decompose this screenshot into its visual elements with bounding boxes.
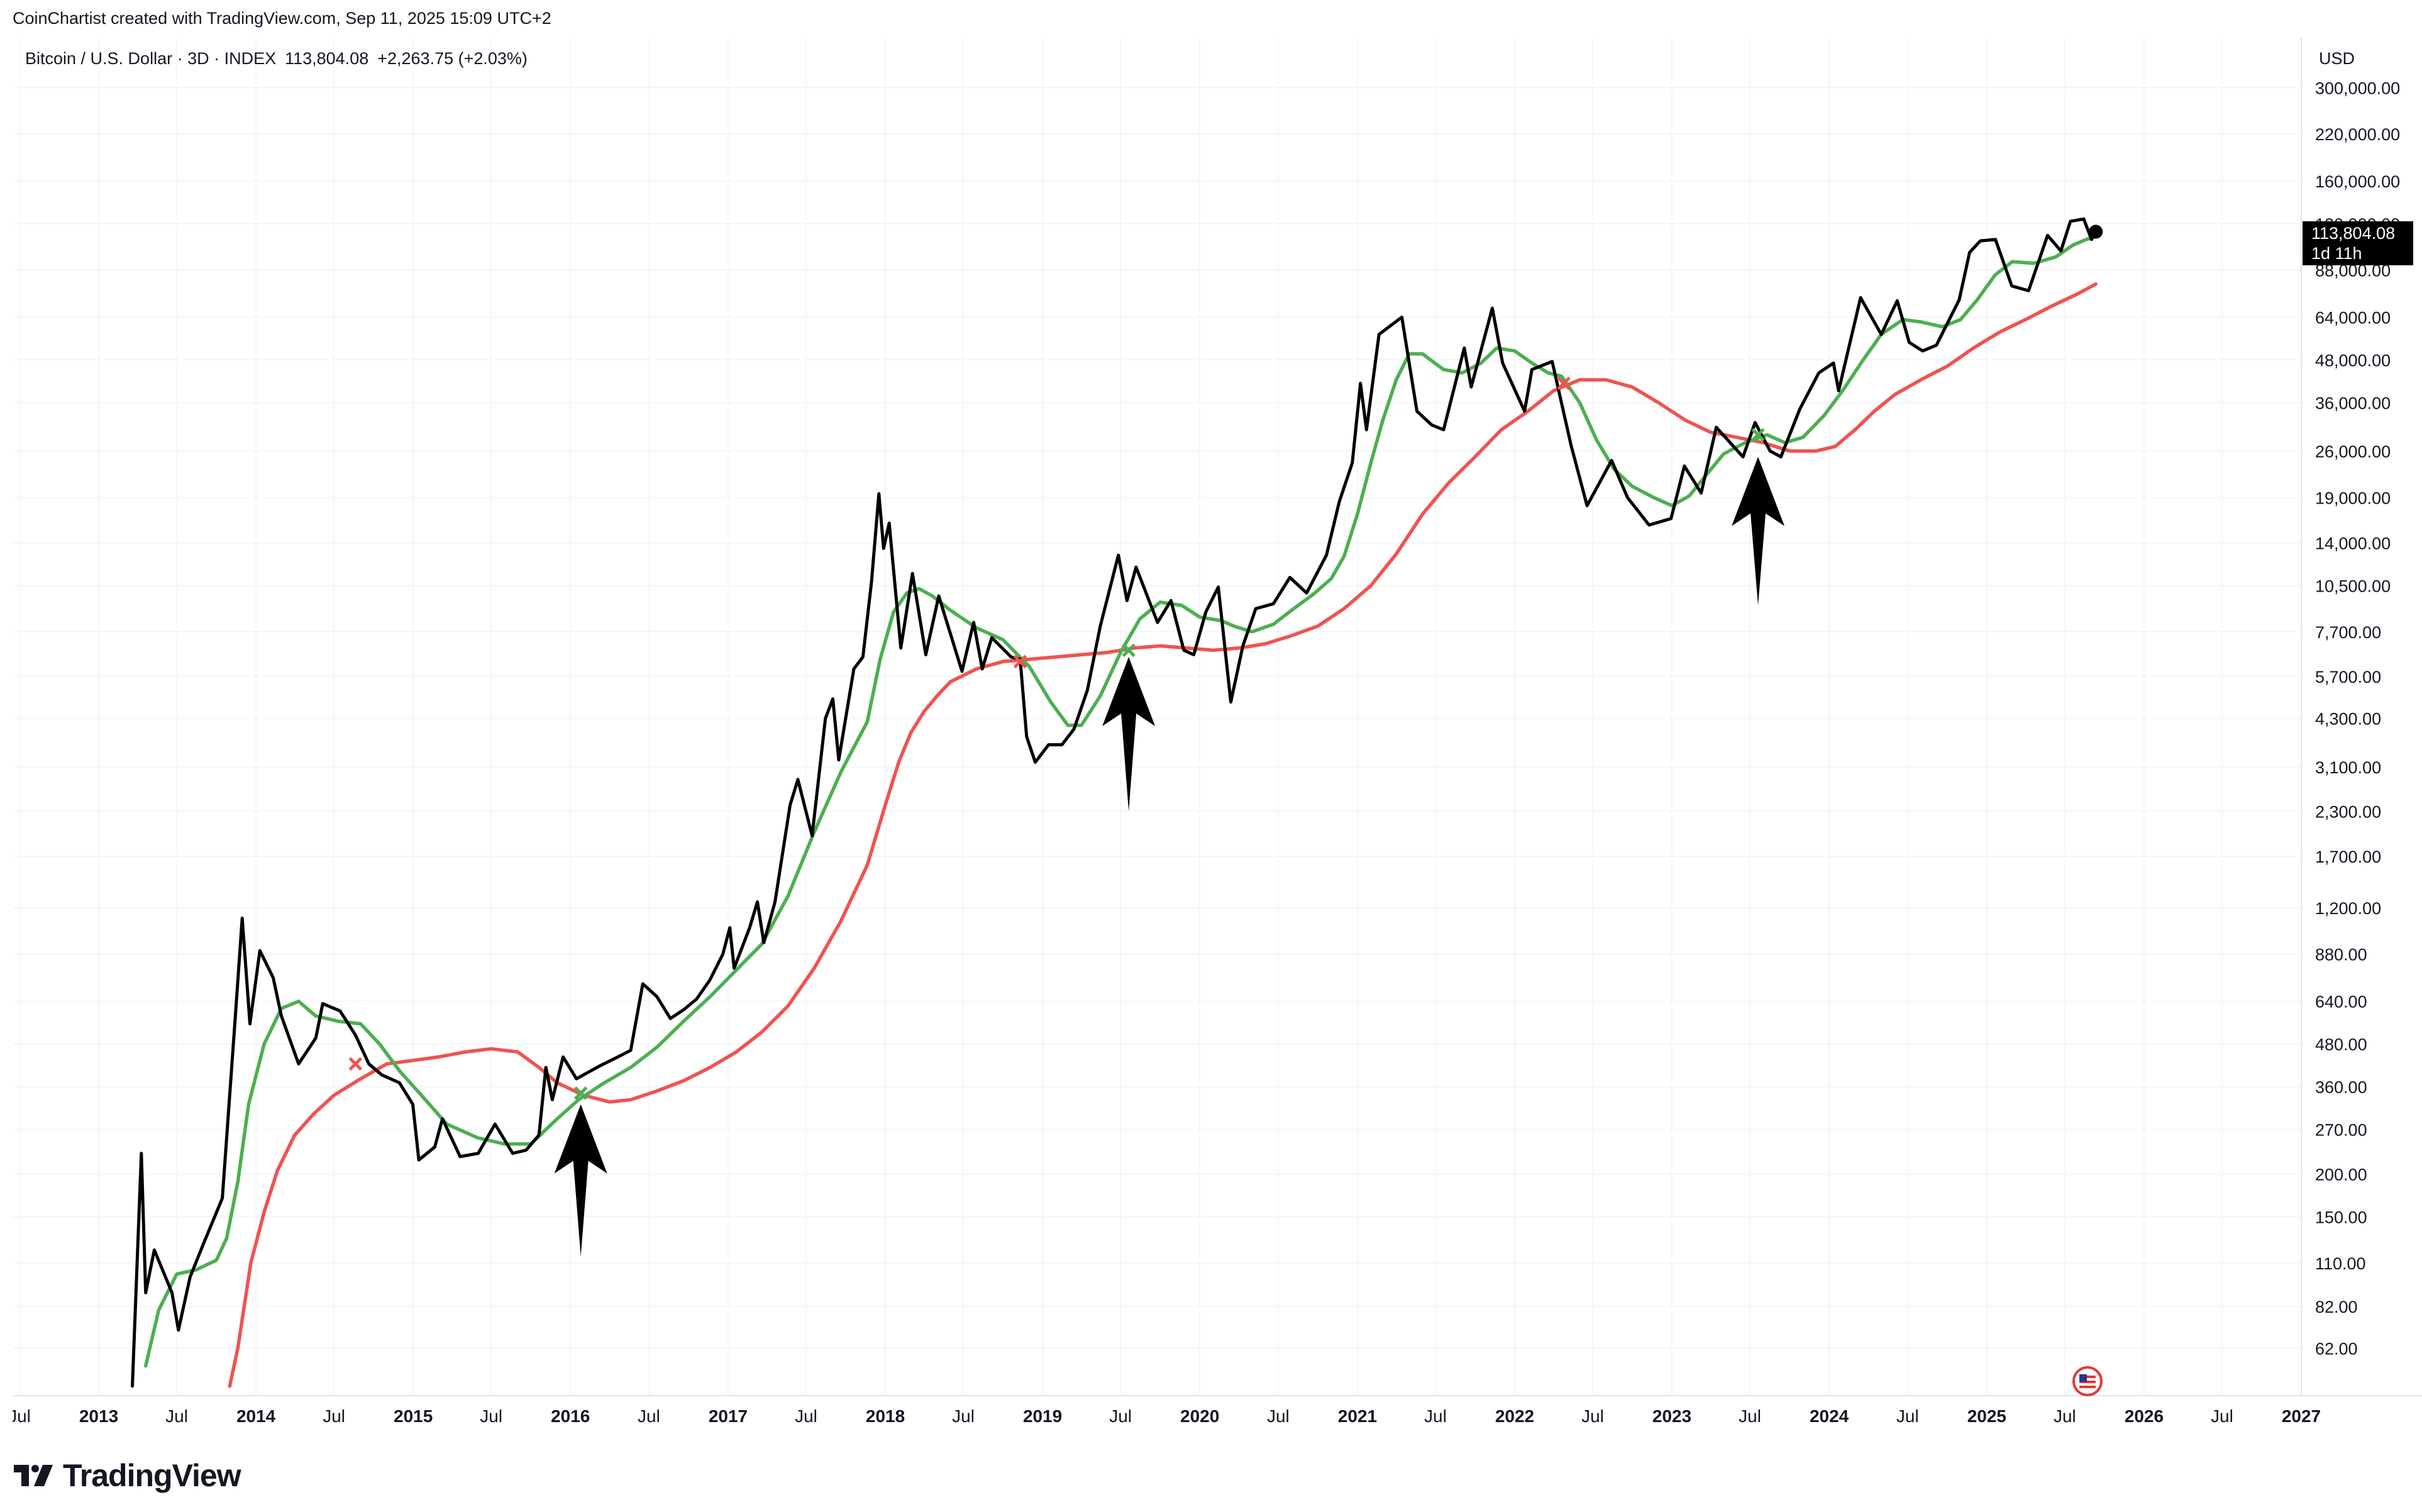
price-line bbox=[131, 217, 2098, 1388]
time-tick-label: Jul bbox=[638, 1406, 660, 1426]
up-arrow-annotation bbox=[1102, 656, 1156, 812]
price-tick-label: 300,000.00 bbox=[2315, 79, 2400, 98]
price-tick-label: 26,000.00 bbox=[2315, 442, 2391, 461]
price-tick-label: 640.00 bbox=[2315, 993, 2367, 1012]
price-tick-label: 270.00 bbox=[2315, 1121, 2367, 1140]
crossover-marker bbox=[1122, 643, 1136, 658]
price-tick-label: 200.00 bbox=[2315, 1166, 2367, 1184]
price-tick-label: 160,000.00 bbox=[2315, 172, 2400, 191]
fast-ma-line bbox=[143, 235, 2098, 1368]
chart-credit: CoinChartist created with TradingView.co… bbox=[13, 9, 551, 28]
price-tick-label: 64,000.00 bbox=[2315, 309, 2391, 328]
time-tick-label: 2016 bbox=[551, 1406, 590, 1426]
price-tick-label: 1,200.00 bbox=[2315, 899, 2381, 918]
price-tick-label: 36,000.00 bbox=[2315, 394, 2391, 412]
time-tick-label: 2018 bbox=[866, 1406, 905, 1426]
time-tick-label: 2026 bbox=[2125, 1406, 2164, 1426]
price-tick-label: 19,000.00 bbox=[2315, 489, 2391, 508]
crossover-markers bbox=[348, 377, 1765, 1100]
time-tick-label: Jul bbox=[1267, 1406, 1290, 1426]
last-price-dot bbox=[2089, 224, 2103, 239]
time-tick-label: Jul bbox=[1109, 1406, 1132, 1426]
time-tick-label: Jul bbox=[952, 1406, 975, 1426]
price-tick-label: 48,000.00 bbox=[2315, 351, 2391, 370]
price-tick-label: 7,700.00 bbox=[2315, 623, 2381, 642]
price-tick-label: 10,500.00 bbox=[2315, 577, 2391, 596]
time-tick-label: 2027 bbox=[2282, 1406, 2321, 1426]
time-tick-label: Jul bbox=[1896, 1406, 1919, 1426]
time-tick-label: 2015 bbox=[394, 1406, 433, 1426]
time-tick-label: Jul bbox=[165, 1406, 188, 1426]
price-tick-label: 220,000.00 bbox=[2315, 125, 2400, 144]
grid-lines bbox=[13, 38, 2302, 1396]
time-tick-label: 2024 bbox=[1810, 1406, 1849, 1426]
price-tick-label: 82.00 bbox=[2315, 1298, 2358, 1316]
time-tick-label: Jul bbox=[480, 1406, 502, 1426]
currency-label: USD bbox=[2319, 49, 2355, 68]
price-change: +2,263.75 (+2.03%) bbox=[377, 49, 528, 68]
time-tick-label: 2013 bbox=[79, 1406, 118, 1426]
symbol-name: Bitcoin / U.S. Dollar · 3D · INDEX bbox=[25, 49, 277, 68]
price-tick-label: 1,700.00 bbox=[2315, 847, 2381, 866]
time-tick-label: Jul bbox=[795, 1406, 817, 1426]
price-tick-label: 480.00 bbox=[2315, 1035, 2367, 1054]
time-tick-label: Jul bbox=[1424, 1406, 1447, 1426]
plot-lines bbox=[131, 217, 2103, 1388]
slow-ma-line bbox=[228, 282, 2098, 1388]
last-price: 113,804.08 bbox=[285, 49, 369, 68]
price-tick-label: 3,100.00 bbox=[2315, 758, 2381, 777]
last-price-tag-value: 113,804.08 bbox=[2311, 224, 2396, 243]
tradingview-logo-icon bbox=[14, 1465, 53, 1486]
time-tick-label: Jul bbox=[2054, 1406, 2076, 1426]
time-tick-label: Jul bbox=[2211, 1406, 2233, 1426]
time-tick-label: Jul bbox=[323, 1406, 345, 1426]
brand-name: TradingView bbox=[63, 1458, 241, 1493]
price-tick-label: 14,000.00 bbox=[2315, 534, 2391, 553]
tradingview-brand[interactable]: TradingView bbox=[14, 1457, 241, 1494]
price-tick-label: 110.00 bbox=[2315, 1254, 2366, 1273]
crossover-marker bbox=[1557, 377, 1571, 390]
price-tick-label: 4,300.00 bbox=[2315, 710, 2381, 729]
time-tick-label: 2014 bbox=[236, 1406, 276, 1426]
symbol-info: Bitcoin / U.S. Dollar · 3D · INDEX 113,80… bbox=[25, 49, 536, 69]
us-flag-icon[interactable] bbox=[2072, 1366, 2103, 1397]
time-tick-label: 2022 bbox=[1495, 1406, 1534, 1426]
time-tick-label: 2023 bbox=[1652, 1406, 1691, 1426]
price-tick-label: 360.00 bbox=[2315, 1078, 2367, 1097]
price-chart[interactable]: 62.00 82.00 110.00 150.00 200.00 270.00 360.00… bbox=[13, 38, 2422, 1437]
bar-countdown: 1d 11h bbox=[2311, 244, 2362, 263]
price-tick-label: 2,300.00 bbox=[2315, 802, 2381, 821]
crossover-marker bbox=[348, 1057, 363, 1071]
price-tick-label: 62.00 bbox=[2315, 1339, 2358, 1358]
price-tick-label: 880.00 bbox=[2315, 945, 2367, 964]
time-tick-label: 2017 bbox=[709, 1406, 748, 1426]
price-tick-label: 5,700.00 bbox=[2315, 668, 2381, 687]
crossover-marker bbox=[1013, 654, 1027, 669]
time-tick-label: 2021 bbox=[1338, 1406, 1377, 1426]
price-axis[interactable]: 62.00 82.00 110.00 150.00 200.00 270.00 360.00… bbox=[2315, 79, 2400, 1359]
crossover-marker bbox=[573, 1086, 588, 1100]
annotation-arrows bbox=[554, 456, 1785, 1257]
up-arrow-annotation bbox=[554, 1104, 607, 1257]
up-arrow-annotation bbox=[1732, 456, 1785, 605]
time-axis[interactable]: Jul 2013 Jul 2014 Jul 2015 Jul 2016 Jul 2017 Jul 20… bbox=[13, 1406, 2321, 1426]
time-tick-label: 2025 bbox=[1967, 1406, 2006, 1426]
time-tick-label: Jul bbox=[1581, 1406, 1604, 1426]
price-tick-label: 150.00 bbox=[2315, 1208, 2367, 1227]
time-tick-label: 2020 bbox=[1180, 1406, 1219, 1426]
time-tick-label: Jul bbox=[13, 1406, 31, 1426]
crossover-marker bbox=[1751, 428, 1765, 442]
time-tick-label: 2019 bbox=[1023, 1406, 1062, 1426]
last-price-tag: 113,804.08 1d 11h bbox=[2303, 221, 2413, 265]
time-tick-label: Jul bbox=[1739, 1406, 1761, 1426]
